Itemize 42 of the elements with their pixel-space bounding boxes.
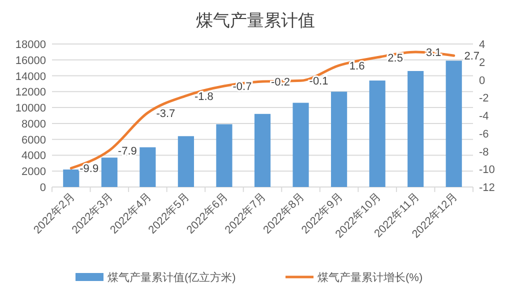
data-label: 2.5 (388, 52, 403, 64)
y-tick-label: 14000 (15, 70, 46, 83)
bar (369, 80, 386, 187)
y2-tick-label: -6 (479, 128, 489, 140)
bar (446, 60, 462, 187)
y-tick-label: 8000 (22, 118, 46, 130)
bar (292, 102, 309, 187)
y2-tick-label: -12 (479, 182, 495, 194)
y2-tick-label: -4 (479, 110, 489, 122)
bar (63, 170, 80, 187)
bar (178, 136, 194, 187)
y-tick-label: 2000 (22, 166, 46, 178)
y-tick-label: 0 (40, 182, 46, 194)
bar (408, 71, 424, 187)
data-label: -7.9 (118, 145, 137, 158)
data-label: 1.6 (349, 60, 365, 72)
chart-title: 煤气产量累计值 (196, 11, 315, 30)
y-tick-label: 16000 (15, 54, 46, 67)
y-tick-label: 4000 (22, 150, 46, 162)
data-label: -9.9 (80, 163, 99, 176)
data-label: 2.7 (464, 50, 480, 63)
y2-tick-label: 0 (479, 74, 486, 87)
bar (331, 92, 348, 187)
legend-label: 煤气产量累计增长(%) (318, 271, 423, 284)
bar (101, 158, 118, 187)
data-label: -3.7 (156, 108, 176, 120)
data-label: -0.1 (309, 76, 328, 88)
y2-tick-label: -10 (479, 164, 495, 176)
data-label: -0.7 (232, 81, 252, 94)
y-tick-label: 18000 (15, 39, 46, 51)
legend-label: 煤气产量累计值(亿立方米) (108, 271, 236, 284)
y-tick-label: 6000 (22, 134, 46, 146)
y2-tick-label: 4 (479, 39, 486, 51)
y-tick-label: 10000 (15, 102, 46, 115)
bar (216, 124, 232, 187)
y2-tick-label: 2 (479, 56, 486, 69)
y-tick-label: 12000 (15, 86, 46, 99)
data-label: -1.8 (194, 90, 214, 103)
y2-tick-label: -8 (479, 146, 489, 158)
bar (140, 147, 156, 187)
bar (254, 114, 271, 187)
y2-tick-label: -2 (479, 92, 489, 105)
